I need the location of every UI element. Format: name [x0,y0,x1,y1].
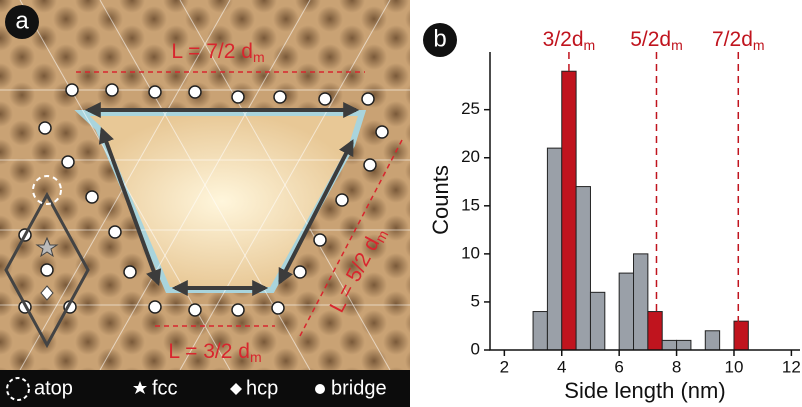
bar [734,321,748,350]
y-tick-label: 15 [461,195,480,214]
panel-label: a [15,7,29,34]
annotation-text: 5/2d [630,28,671,51]
legend-bridge-icon [315,384,325,394]
legend-label: fcc [152,377,178,399]
bottom-length: L = 3/2 dm [168,340,261,365]
bar [547,148,561,350]
bar [648,312,662,350]
bar [590,292,604,350]
y-tick-label: 20 [461,147,480,166]
annotation: 5/2dm [630,28,683,53]
y-axis-label: Counts [428,165,453,235]
legend-label: hcp [246,377,278,399]
bar [576,187,590,350]
panel-a: L = 7/2 dm L = 3/2 dm L = 5/2 dm a atop … [0,0,410,407]
top-length: L = 7/2 dm [171,40,264,65]
annotation-subscript: m [584,37,596,53]
y-tick-label: 0 [471,339,480,358]
annotation-text: 3/2d [543,28,584,51]
legend-label: bridge [331,377,387,399]
y-tick-label: 10 [461,243,480,262]
bar [705,331,719,350]
x-tick-label: 6 [614,357,623,376]
panel-label: b [433,25,446,52]
bar [677,340,691,350]
x-tick-label: 4 [557,357,566,376]
annotation: 7/2dm [712,28,765,53]
y-tick-label: 5 [471,291,480,310]
x-tick-label: 8 [672,357,681,376]
bar [619,273,633,350]
legend-label: atop [34,377,73,399]
bar [533,312,547,350]
bar [662,340,676,350]
x-tick-label: 2 [500,357,509,376]
bar [634,254,648,350]
figure: L = 7/2 dm L = 3/2 dm L = 5/2 dm a atop … [0,0,802,407]
y-tick-label: 25 [461,99,480,118]
x-axis-label: Side length (nm) [564,378,725,403]
x-tick-label: 10 [725,357,744,376]
annotation-subscript: m [671,37,683,53]
annotation-text: 7/2d [712,28,753,51]
annotation-subscript: m [753,37,765,53]
annotation: 3/2dm [543,28,596,53]
x-tick-label: 12 [782,357,801,376]
